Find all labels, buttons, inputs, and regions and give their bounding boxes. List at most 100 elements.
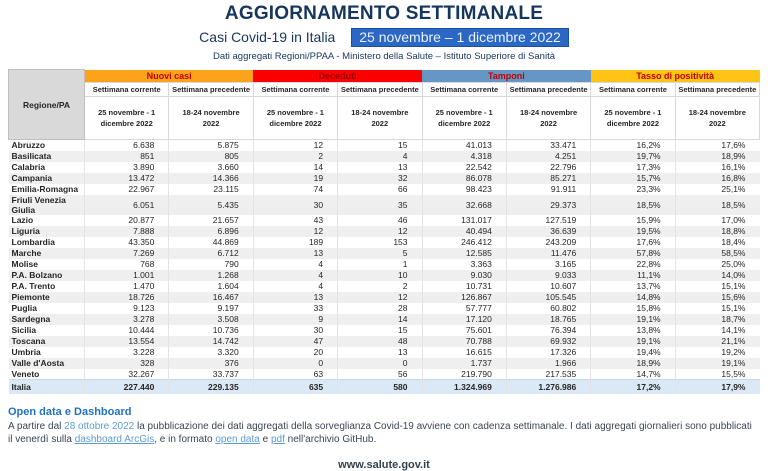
table-cell: 18,9% bbox=[674, 150, 760, 162]
table-cell: 98.423 bbox=[421, 183, 507, 195]
table-cell: 19,1% bbox=[590, 313, 676, 325]
table-row: P.A. Bolzano 1.001 1.268 4 10 9.030 9.03… bbox=[8, 269, 760, 281]
note-text-part: nell'archivio GitHub. bbox=[284, 434, 377, 445]
table-cell: 28 bbox=[337, 302, 422, 314]
table-row: Campania 13.472 14.366 19 32 86.078 85.2… bbox=[8, 172, 760, 184]
table-cell: 76.394 bbox=[505, 324, 591, 336]
table-cell: 63 bbox=[252, 368, 338, 380]
table-cell: 153 bbox=[337, 236, 422, 248]
table-cell: 4 bbox=[252, 258, 338, 270]
table-cell: 15,1% bbox=[674, 302, 760, 314]
table-cell: 219.790 bbox=[421, 368, 507, 380]
table-row: Calabria 3.890 3.660 14 13 22.542 22.796… bbox=[9, 161, 760, 173]
table-row: Lombardia 43.350 44.869 189 153 246.412 … bbox=[9, 236, 760, 248]
table-cell: 57.777 bbox=[421, 302, 507, 314]
table-cell: 243.209 bbox=[505, 236, 591, 248]
pdf-link[interactable]: pdf bbox=[270, 434, 285, 445]
table-cell: 18.726 bbox=[83, 291, 169, 303]
table-cell: 131.017 bbox=[421, 214, 507, 226]
region-name: Lazio bbox=[11, 215, 34, 225]
table-row: Emilia-Romagna 22.967 23.115 74 66 98.42… bbox=[9, 183, 760, 195]
table-cell: 635 bbox=[252, 379, 338, 394]
table-cell: 15,9% bbox=[590, 214, 676, 226]
region-name: Basilicata bbox=[11, 151, 52, 161]
region-name: Liguria bbox=[11, 226, 40, 236]
region-name: Toscana bbox=[11, 336, 46, 346]
table-cell: 85.271 bbox=[505, 172, 591, 184]
open-data-link[interactable]: open data bbox=[215, 434, 260, 445]
table-cell: 40.494 bbox=[421, 225, 507, 237]
table-cell: 5.435 bbox=[168, 194, 254, 215]
table-cell: 15 bbox=[337, 139, 422, 151]
period-highlight: 25 novembre – 1 dicembre 2022 bbox=[351, 28, 569, 47]
table-cell: 33 bbox=[252, 302, 338, 314]
region-name: Calabria bbox=[11, 162, 46, 172]
region-name: Sicilia bbox=[11, 325, 37, 335]
table-cell: 70.788 bbox=[421, 335, 507, 347]
note-text-part: la pubblicazione dei dati aggregati dell… bbox=[8, 420, 752, 446]
table-cell: 19,2% bbox=[674, 346, 760, 358]
table-cell: 3.890 bbox=[83, 161, 169, 173]
table-cell: 13,7% bbox=[590, 280, 676, 292]
table-cell: 1.276.986 bbox=[505, 379, 591, 394]
table-cell: 14,7% bbox=[590, 368, 676, 380]
table-cell: 15,5% bbox=[674, 368, 760, 380]
table-cell: 3.165 bbox=[505, 258, 591, 270]
table-cell: 16,1% bbox=[674, 161, 760, 173]
region-name: Veneto bbox=[11, 368, 40, 379]
table-cell: 3.363 bbox=[421, 258, 507, 270]
table-cell: 16.467 bbox=[168, 291, 254, 303]
table-cell: 17,6% bbox=[590, 236, 676, 248]
table-cell: 19,1% bbox=[674, 357, 760, 369]
region-name: Sardegna bbox=[11, 314, 51, 324]
table-row: Valle d'Aosta 328 376 0 0 1.737 1.966 18… bbox=[8, 357, 760, 369]
table-cell: 790 bbox=[168, 258, 254, 270]
table-cell: 805 bbox=[168, 150, 254, 162]
table-row: Lazio 20.877 21.657 43 46 131.017 127.51… bbox=[9, 214, 760, 226]
table-cell: 1.268 bbox=[168, 269, 254, 281]
table-row: Friuli Venezia Giulia 6.051 5.435 30 35 … bbox=[8, 194, 760, 215]
table-cell: 4 bbox=[337, 150, 422, 162]
period-previous: 18-24 novembre 2022 bbox=[168, 96, 254, 140]
period-previous: 18-24 novembre 2022 bbox=[337, 96, 423, 140]
table-cell: 21,1% bbox=[674, 335, 760, 347]
subheader-previous: Settimana precedente bbox=[674, 82, 761, 97]
table-cell: 22,8% bbox=[590, 258, 676, 270]
table-cell: 18,8% bbox=[674, 225, 760, 237]
table-cell: 18,7% bbox=[674, 313, 760, 325]
region-name: Piemonte bbox=[11, 292, 50, 302]
arcgis-dashboard-link[interactable]: dashboard ArcGis bbox=[74, 434, 155, 445]
table-cell: 1.604 bbox=[168, 280, 254, 292]
region-name: Emilia-Romagna bbox=[11, 184, 79, 194]
table-cell: 227.440 bbox=[83, 379, 169, 394]
table-cell: 6.051 bbox=[83, 194, 169, 215]
subheader-previous: Settimana precedente bbox=[337, 82, 423, 97]
table-cell: 9 bbox=[252, 313, 338, 325]
table-cell: 1.001 bbox=[83, 269, 169, 281]
note-text-part: e bbox=[259, 434, 271, 445]
table-cell: 10.607 bbox=[505, 280, 591, 292]
table-cell: 46 bbox=[337, 214, 422, 226]
table-cell: 7.269 bbox=[83, 247, 169, 259]
table-cell: 35 bbox=[337, 194, 422, 215]
table-cell: 14,1% bbox=[674, 324, 760, 336]
table-cell: 3.320 bbox=[168, 346, 254, 358]
table-cell: 15,7% bbox=[590, 172, 676, 184]
table-row: Italia 227.440 229.135 635 580 1.324.969… bbox=[8, 379, 760, 394]
table-cell: 17,3% bbox=[590, 161, 676, 173]
table-cell: 376 bbox=[168, 357, 254, 369]
table-cell: 127.519 bbox=[505, 214, 591, 226]
group-header-deceduti: Deceduti bbox=[253, 69, 422, 83]
table-cell: 12.585 bbox=[421, 247, 507, 259]
table-cell: 66 bbox=[337, 183, 422, 195]
table-row: Sardegna 3.278 3.508 9 14 17.120 18.765 … bbox=[8, 313, 760, 325]
region-name: Friuli Venezia Giulia bbox=[11, 194, 66, 215]
region-name: Puglia bbox=[11, 303, 38, 313]
region-name: P.A. Trento bbox=[11, 281, 56, 291]
table-cell: 4 bbox=[252, 280, 338, 292]
table-cell: 10.444 bbox=[83, 324, 169, 336]
table-cell: 18,4% bbox=[674, 236, 760, 248]
table-cell: 16.615 bbox=[421, 346, 507, 358]
table-cell: 19,5% bbox=[590, 225, 676, 237]
table-row: Basilicata 851 805 2 4 4.318 4.251 19,7%… bbox=[8, 150, 760, 162]
